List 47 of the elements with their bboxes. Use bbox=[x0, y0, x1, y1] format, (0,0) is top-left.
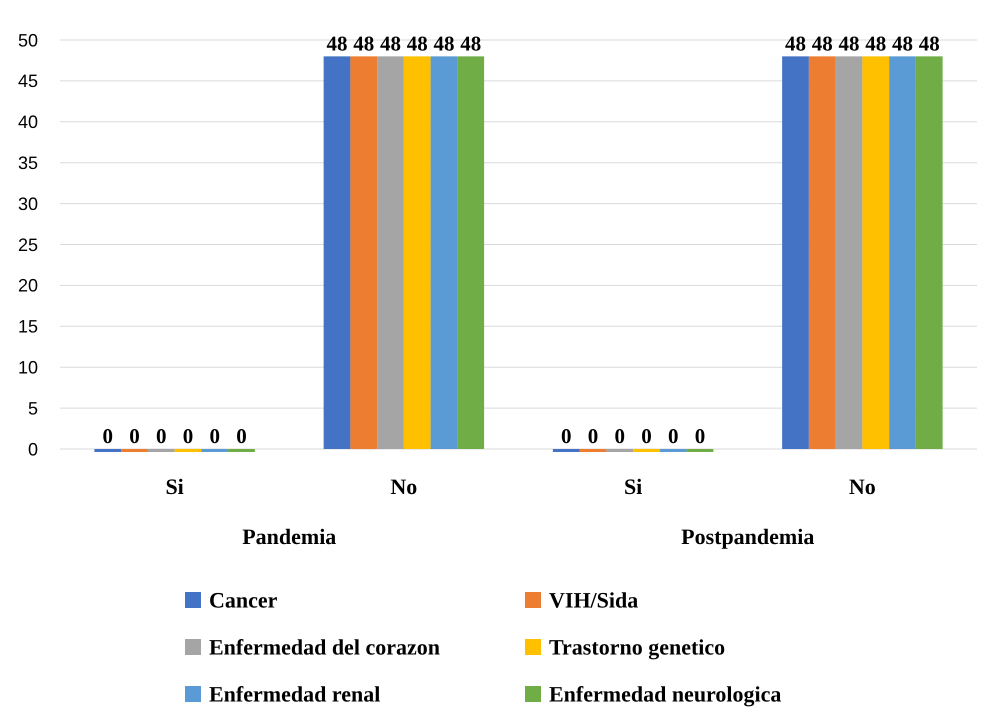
y-tick-label: 35 bbox=[18, 153, 38, 173]
legend-label: Enfermedad neurologica bbox=[549, 682, 782, 707]
data-label: 0 bbox=[668, 424, 678, 448]
y-tick-label: 40 bbox=[18, 112, 38, 132]
legend-label: VIH/Sida bbox=[549, 588, 638, 613]
y-tick-label: 15 bbox=[18, 316, 38, 337]
data-label: 48 bbox=[326, 31, 348, 56]
data-label: 0 bbox=[614, 424, 625, 448]
x-tick-label: Si bbox=[624, 474, 642, 499]
data-label: 48 bbox=[785, 31, 806, 56]
data-label: 0 bbox=[102, 424, 114, 448]
data-label: 48 bbox=[918, 31, 940, 56]
data-label: 0 bbox=[561, 424, 572, 448]
data-label: 0 bbox=[236, 424, 247, 448]
data-label: 48 bbox=[406, 31, 428, 56]
data-label: 48 bbox=[380, 31, 401, 56]
legend-label: Trastorno genetico bbox=[549, 634, 726, 660]
data-label: 0 bbox=[694, 424, 706, 448]
data-label: 48 bbox=[460, 31, 482, 56]
y-tick-label: 45 bbox=[18, 71, 38, 92]
y-tick-label: 10 bbox=[18, 358, 38, 378]
text: Pandemia bbox=[242, 524, 336, 549]
data-label: 48 bbox=[812, 31, 833, 56]
x-tick-label: Si bbox=[165, 474, 184, 499]
y-tick-label: 25 bbox=[18, 234, 38, 255]
data-label: 48 bbox=[892, 31, 913, 56]
text: Postpandemia bbox=[681, 524, 814, 549]
data-label: 0 bbox=[182, 424, 194, 448]
x-tick-label: No bbox=[390, 474, 418, 499]
data-label: 48 bbox=[838, 31, 860, 56]
data-label: 0 bbox=[641, 424, 652, 448]
y-tick-label: 5 bbox=[28, 398, 38, 418]
legend-label: Enfermedad renal bbox=[209, 682, 380, 707]
x-tick-label: No bbox=[848, 474, 876, 499]
y-tick-label: 20 bbox=[18, 276, 38, 296]
legend-label: Enfermedad del corazon bbox=[209, 634, 440, 660]
y-tick-label: 30 bbox=[18, 194, 38, 214]
data-label: 0 bbox=[209, 424, 220, 448]
data-label: 48 bbox=[433, 31, 454, 56]
data-label: 0 bbox=[588, 424, 598, 448]
legend-label: Cancer bbox=[209, 588, 278, 613]
data-label: 48 bbox=[353, 31, 374, 56]
data-label: 48 bbox=[865, 31, 886, 56]
y-tick-label: 0 bbox=[28, 439, 38, 460]
data-label: 0 bbox=[156, 424, 166, 448]
data-label: 0 bbox=[129, 424, 140, 448]
y-tick-label: 50 bbox=[18, 30, 38, 50]
